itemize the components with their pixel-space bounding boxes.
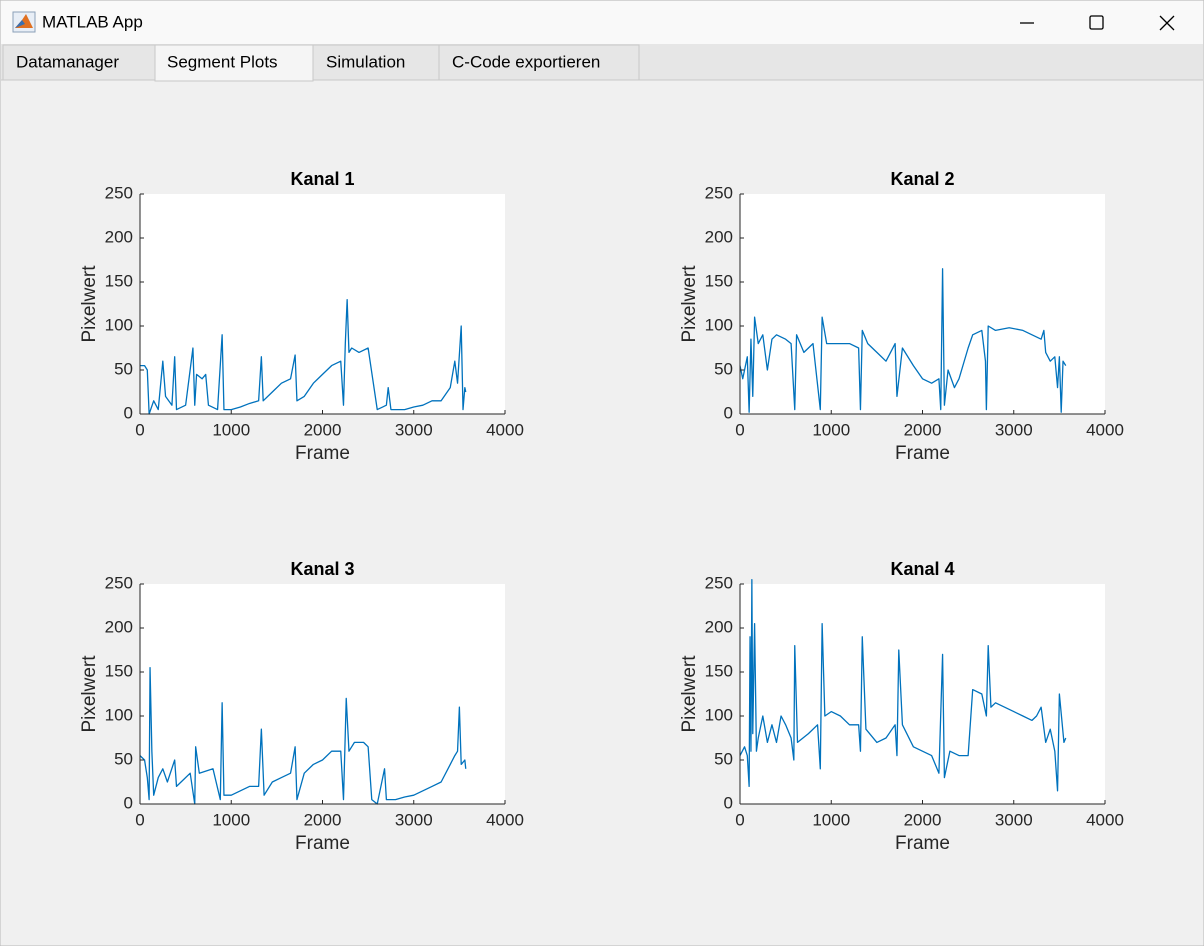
x-tick-label: 0 xyxy=(735,420,744,439)
data-line xyxy=(140,298,467,415)
x-tick-label: 0 xyxy=(735,810,744,829)
close-button[interactable] xyxy=(1159,15,1175,31)
x-tick-label: 3000 xyxy=(395,810,433,829)
y-tick-label: 0 xyxy=(724,403,733,422)
maximize-button[interactable] xyxy=(1089,15,1104,30)
x-tick-label: 4000 xyxy=(1086,420,1124,439)
data-line xyxy=(139,666,467,805)
x-tick-label: 3000 xyxy=(395,420,433,439)
y-tick-label: 0 xyxy=(724,793,733,812)
y-tick-label: 150 xyxy=(705,661,733,680)
y-tick-label: 0 xyxy=(124,403,133,422)
tab-label[interactable]: Simulation xyxy=(326,52,405,71)
x-tick-label: 3000 xyxy=(995,810,1033,829)
y-tick-label: 50 xyxy=(714,359,733,378)
y-tick-label: 200 xyxy=(705,617,733,636)
y-tick-label: 250 xyxy=(705,183,733,202)
y-tick-label: 150 xyxy=(105,661,133,680)
plot-background xyxy=(740,194,1105,414)
chart-title: Kanal 2 xyxy=(890,169,954,189)
chart-title: Kanal 4 xyxy=(890,559,954,579)
y-tick-label: 200 xyxy=(705,227,733,246)
tab-label[interactable]: Segment Plots xyxy=(167,52,278,71)
y-tick-label: 50 xyxy=(714,749,733,768)
tab-active[interactable]: Segment Plots xyxy=(154,44,314,82)
data-line xyxy=(739,268,1067,413)
x-tick-label: 1000 xyxy=(212,810,250,829)
x-tick-label: 2000 xyxy=(904,420,942,439)
x-axis-label: Frame xyxy=(295,833,350,854)
x-tick-label: 1000 xyxy=(812,810,850,829)
window-title: MATLAB App xyxy=(42,12,143,31)
y-tick-label: 100 xyxy=(105,315,133,334)
y-tick-label: 200 xyxy=(105,617,133,636)
x-tick-label: 1000 xyxy=(812,420,850,439)
y-tick-label: 250 xyxy=(105,183,133,202)
x-axis-label: Frame xyxy=(895,833,950,854)
y-tick-label: 150 xyxy=(705,271,733,290)
x-tick-label: 2000 xyxy=(304,420,342,439)
x-tick-label: 1000 xyxy=(212,420,250,439)
chart-title: Kanal 1 xyxy=(290,169,354,189)
chart: Kanal 2 Frame Pixelwert 0 1000 2000 3000 4000 0 5… xyxy=(679,169,1124,464)
y-tick-label: 250 xyxy=(105,573,133,592)
x-tick-label: 0 xyxy=(135,810,144,829)
x-tick-label: 4000 xyxy=(486,420,524,439)
y-tick-label: 50 xyxy=(114,359,133,378)
chart-title: Kanal 3 xyxy=(290,559,354,579)
y-tick-label: 100 xyxy=(705,705,733,724)
x-tick-label: 2000 xyxy=(304,810,342,829)
x-tick-label: 4000 xyxy=(1086,810,1124,829)
plot-background xyxy=(140,194,505,414)
y-tick-label: 50 xyxy=(114,749,133,768)
plot-background xyxy=(740,584,1105,804)
tab[interactable]: Simulation xyxy=(312,44,440,81)
y-axis-label: Pixelwert xyxy=(679,265,700,343)
y-axis-label: Pixelwert xyxy=(79,655,100,733)
plot-background xyxy=(140,584,505,804)
x-tick-label: 4000 xyxy=(486,810,524,829)
y-axis-label: Pixelwert xyxy=(79,265,100,343)
tab[interactable]: Datamanager xyxy=(2,44,156,81)
y-axis-label: Pixelwert xyxy=(679,655,700,733)
x-axis-label: Frame xyxy=(895,443,950,464)
x-tick-label: 0 xyxy=(135,420,144,439)
tab-label[interactable]: C-Code exportieren xyxy=(452,52,600,71)
chart: Kanal 1 Frame Pixelwert 0 1000 2000 3000 4000 0 5… xyxy=(79,169,524,464)
tab[interactable]: C-Code exportieren xyxy=(438,44,640,81)
y-tick-label: 0 xyxy=(124,793,133,812)
title-bar xyxy=(1,1,1203,44)
chart: Kanal 4 Frame Pixelwert 0 1000 2000 3000 4000 0 5… xyxy=(679,559,1124,854)
y-tick-label: 100 xyxy=(705,315,733,334)
x-tick-label: 2000 xyxy=(904,810,942,829)
y-tick-label: 200 xyxy=(105,227,133,246)
x-tick-label: 3000 xyxy=(995,420,1033,439)
y-tick-label: 250 xyxy=(705,573,733,592)
app-icon xyxy=(12,11,36,33)
data-line xyxy=(739,578,1067,792)
y-tick-label: 100 xyxy=(105,705,133,724)
chart: Kanal 3 Frame Pixelwert 0 1000 2000 3000 4000 0 5… xyxy=(79,559,524,854)
tab-label[interactable]: Datamanager xyxy=(16,52,119,71)
x-axis-label: Frame xyxy=(295,443,350,464)
y-tick-label: 150 xyxy=(105,271,133,290)
